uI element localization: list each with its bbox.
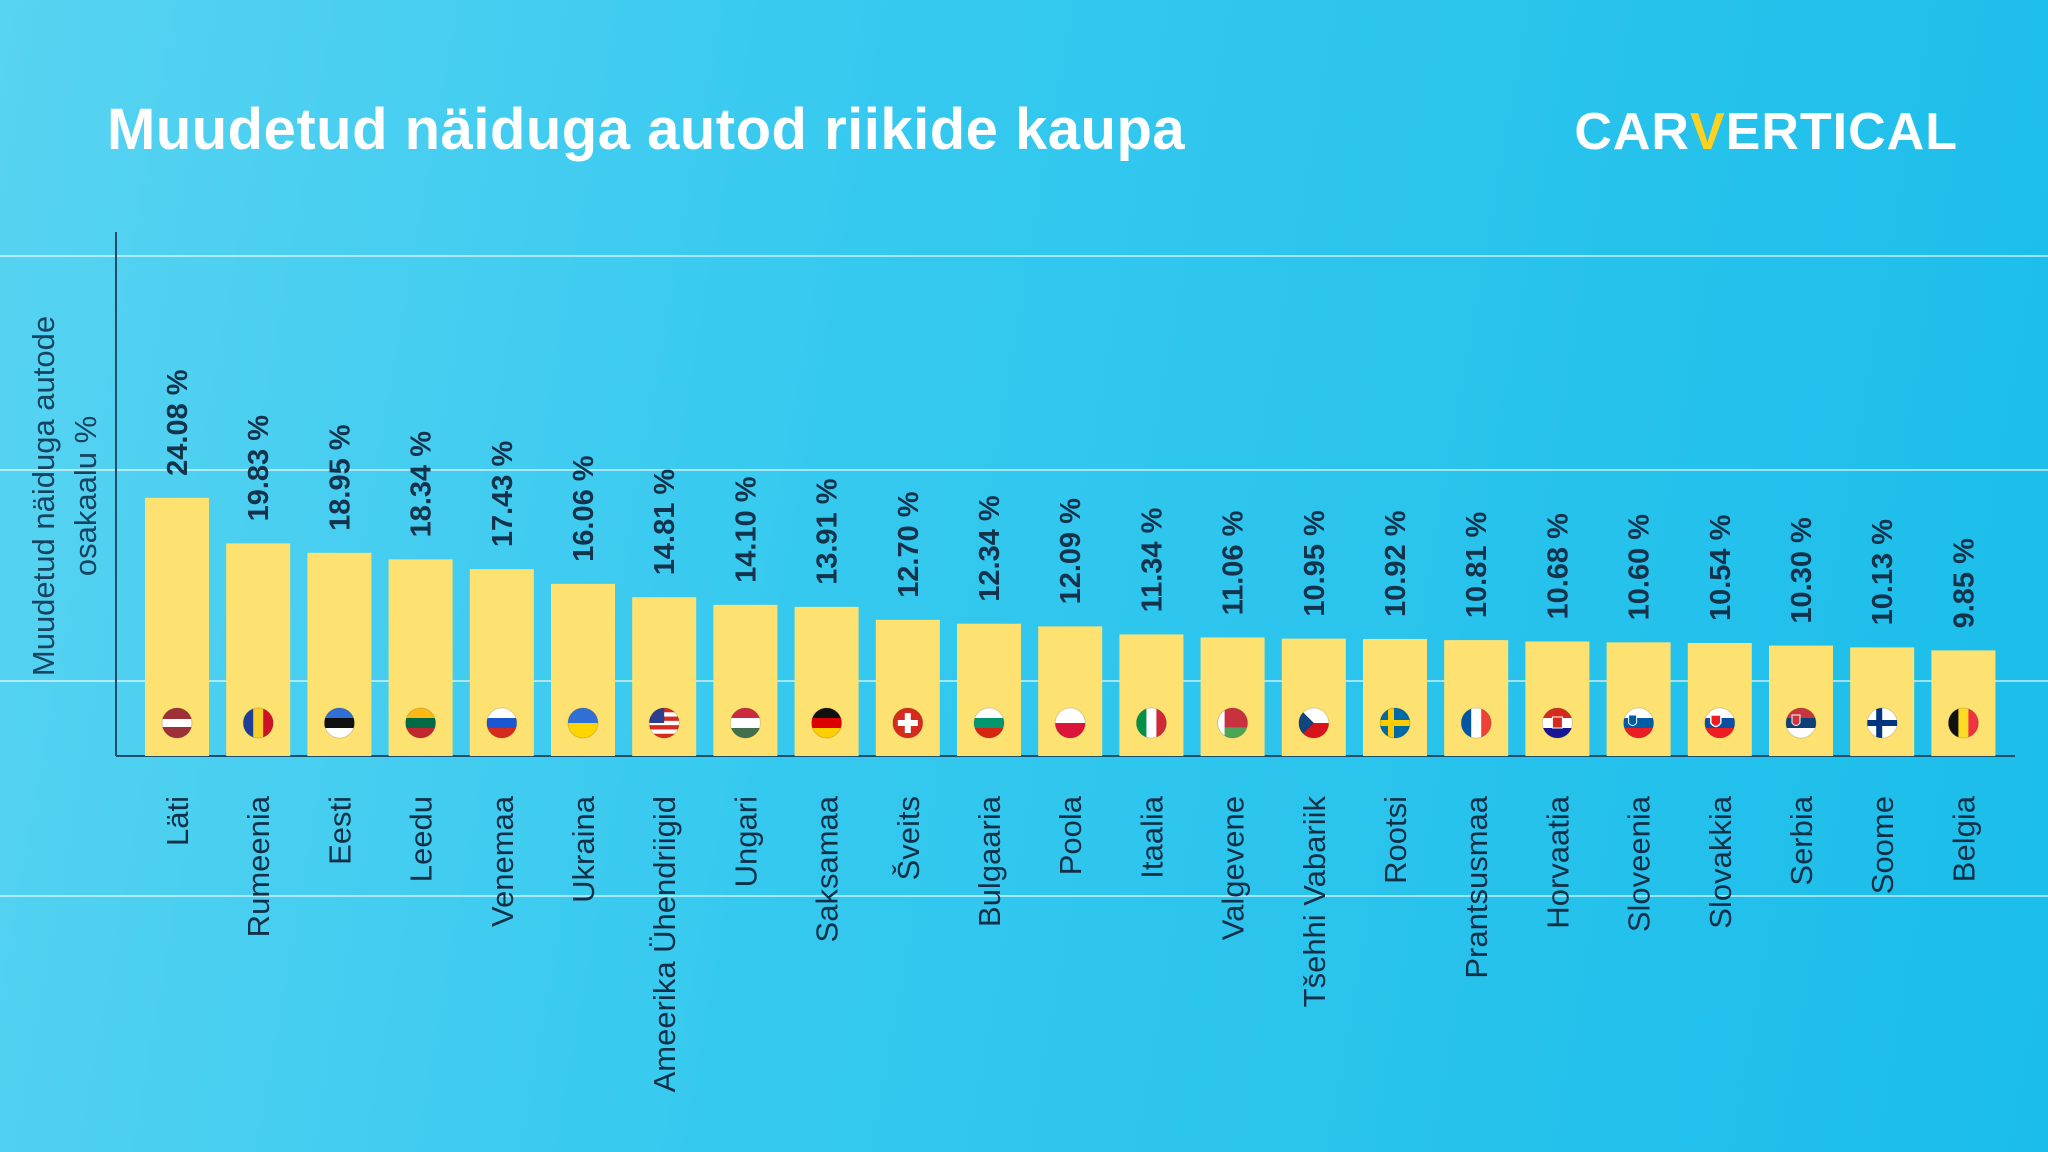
category-label: Soome <box>1865 796 1900 894</box>
flag-estonia-icon <box>323 707 355 739</box>
flag-finland-icon <box>1866 707 1898 739</box>
bar-value-label: 24.08 % <box>162 369 194 476</box>
flag-belgium-icon <box>1947 707 1979 739</box>
category-label: Rootsi <box>1378 796 1413 884</box>
flag-belarus-icon <box>1217 707 1249 739</box>
bar-value-label: 11.06 % <box>1218 510 1250 615</box>
category-label: Eesti <box>322 796 357 865</box>
category-label: Prantsusmaa <box>1459 795 1494 978</box>
bar-value-label: 10.95 % <box>1299 510 1331 617</box>
category-label: Läti <box>160 796 195 846</box>
category-label: Leedu <box>404 796 439 882</box>
category-label: Sloveenia <box>1622 795 1657 932</box>
bar-value-label: 12.09 % <box>1055 498 1087 605</box>
bar-value-label: 19.83 % <box>243 415 275 522</box>
bar <box>1525 641 1590 756</box>
y-axis-label-line: Muudetud näiduga autode <box>26 316 61 676</box>
logo-check-icon: V <box>1689 103 1726 161</box>
bar-value-label: 11.34 % <box>1136 507 1168 612</box>
category-label: Ungari <box>728 796 763 887</box>
logo-text-start: CAR <box>1574 103 1690 161</box>
flag-serbia-icon <box>1785 707 1817 739</box>
bar-value-label: 13.91 % <box>812 478 844 585</box>
category-label: Horvaatia <box>1540 795 1575 928</box>
bar-value-label: 18.95 % <box>324 424 356 531</box>
flag-ukraine-icon <box>567 707 599 739</box>
category-label: Ukraina <box>566 795 601 903</box>
flag-italy-icon <box>1135 707 1167 739</box>
bar-value-label: 12.70 % <box>893 491 925 598</box>
bar-value-label: 14.10 % <box>730 476 762 583</box>
flag-poland-icon <box>1054 707 1086 739</box>
bar-value-label: 10.30 % <box>1786 517 1818 624</box>
logo-text-end: ERTICAL <box>1725 103 1958 161</box>
category-label: Šveits <box>891 796 926 880</box>
y-axis-label-line: osakaalu % <box>68 416 103 576</box>
flag-lithuania-icon <box>405 707 437 739</box>
bar-value-label: 10.68 % <box>1542 513 1574 620</box>
category-label: Rumeenia <box>241 795 276 937</box>
flag-russia-icon <box>486 707 518 739</box>
bar-value-label: 10.60 % <box>1624 514 1656 621</box>
flag-slovakia-icon <box>1704 707 1736 739</box>
category-label: Bulgaaria <box>972 795 1007 927</box>
category-label: Valgevene <box>1216 796 1251 940</box>
category-label: Belgia <box>1946 795 1981 882</box>
category-label: Tšehhi Vabariik <box>1297 796 1332 1008</box>
category-label: Slovakkia <box>1703 795 1738 928</box>
category-label: Itaalia <box>1134 795 1169 878</box>
bar <box>1850 647 1915 756</box>
flag-france-icon <box>1460 707 1492 739</box>
flag-latvia-icon <box>161 707 193 739</box>
bar <box>1931 650 1996 756</box>
category-label: Saksamaa <box>810 795 845 942</box>
category-label: Serbia <box>1784 795 1819 885</box>
flag-croatia-icon <box>1541 707 1573 739</box>
bar-value-label: 16.06 % <box>568 455 600 562</box>
bar-value-label: 10.81 % <box>1461 511 1493 618</box>
bar-value-label: 10.13 % <box>1867 519 1899 626</box>
flag-bulgaria-icon <box>973 707 1005 739</box>
bar-value-label: 12.34 % <box>974 495 1006 602</box>
bar <box>1606 642 1671 756</box>
bar-value-label: 18.34 % <box>406 431 438 538</box>
bar <box>1769 645 1833 756</box>
flag-slovenia-icon <box>1623 707 1655 739</box>
flag-usa-icon <box>648 707 680 739</box>
bar-value-label: 14.81 % <box>649 469 681 576</box>
category-label: Venemaa <box>485 795 520 927</box>
flag-romania-icon <box>242 707 274 739</box>
bar-value-label: 10.54 % <box>1705 514 1737 621</box>
chart-title: Muudetud näiduga autod riikide kaupa <box>107 97 1186 162</box>
flag-hungary-icon <box>729 707 761 739</box>
bar-value-label: 9.85 % <box>1948 538 1980 628</box>
bar <box>1687 643 1752 756</box>
flag-czechia-icon <box>1298 707 1330 739</box>
flag-sweden-icon <box>1379 707 1411 739</box>
bar <box>1444 640 1509 756</box>
bar-value-label: 17.43 % <box>487 441 519 548</box>
category-label: Poola <box>1053 795 1088 875</box>
flag-germany-icon <box>811 707 843 739</box>
flag-switzerland-icon <box>892 707 924 739</box>
category-label: Ameerika Ühendriigid <box>647 796 682 1092</box>
y-axis-label: Muudetud näiduga autode osakaalu % <box>26 316 103 676</box>
bar-value-label: 10.92 % <box>1380 510 1412 617</box>
carvertical-logo: CAR V ERTICAL <box>1574 103 1958 161</box>
